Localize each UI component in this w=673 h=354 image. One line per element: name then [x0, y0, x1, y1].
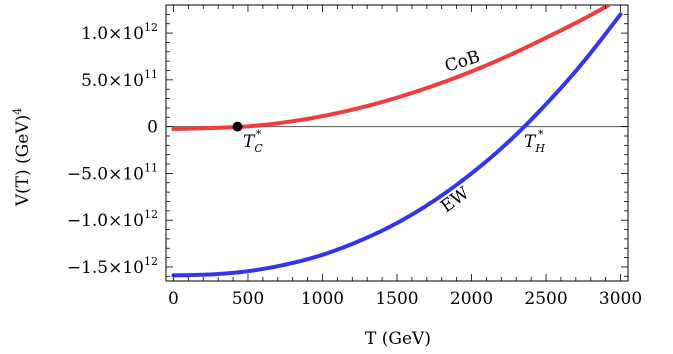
y-tick-mantissa: −5.0×10: [67, 164, 144, 184]
y-tick-mantissa: 0: [147, 118, 158, 138]
x-axis-label: T (GeV): [365, 329, 431, 349]
point-label-tc-superscript: *: [256, 128, 262, 141]
x-tick-label: 2500: [524, 289, 567, 309]
y-tick-label: −1.5×1012: [67, 255, 158, 278]
series-label-cob: CoB: [442, 47, 482, 77]
y-tick-mantissa: −1.0×10: [67, 211, 144, 231]
series-line-cob: [171, 5, 613, 131]
series-label-ew: EW: [437, 183, 473, 217]
y-tick-label: 5.0×1011: [81, 68, 158, 91]
y-tick-mantissa: 5.0×10: [81, 71, 144, 91]
plot-frame: [165, 4, 629, 282]
x-tick-label: 1500: [375, 289, 418, 309]
y-tick-mantissa: −1.5×10: [67, 258, 144, 278]
series-line-ew: [171, 12, 623, 278]
point-label-th-superscript: *: [538, 128, 544, 141]
point-label-th-symbol: T: [524, 132, 537, 152]
y-tick-mantissa: 1.0×10: [81, 24, 144, 44]
point-label-tc-symbol: T: [243, 132, 256, 152]
y-tick-label: 0: [147, 118, 158, 138]
y-tick-exponent: 12: [144, 255, 158, 268]
x-tick-label: 3000: [599, 289, 642, 309]
y-tick-exponent: 12: [144, 208, 158, 221]
y-tick-label: −1.0×1012: [67, 208, 158, 231]
y-tick-label: −5.0×1011: [67, 161, 158, 184]
y-tick-exponent: 11: [144, 68, 158, 81]
point-label-th-subscript: H: [534, 142, 545, 155]
x-tick-label: 2000: [450, 289, 493, 309]
critical-point-marker: [232, 121, 243, 132]
x-tick-label: 1000: [301, 289, 344, 309]
y-axis-label: V(T) (GeV)4: [11, 108, 33, 207]
y-tick-label: 1.0×1012: [81, 21, 158, 44]
point-label-tc-subscript: C: [254, 142, 263, 155]
y-axis-label-exponent: 4: [11, 108, 24, 115]
x-tick-label: 0: [168, 289, 179, 309]
y-tick-exponent: 11: [144, 161, 158, 174]
x-tick-label: 500: [232, 289, 264, 309]
y-tick-exponent: 12: [144, 21, 158, 34]
point-label-th: TH*: [524, 128, 545, 155]
y-axis-label-text: V(T) (GeV): [13, 115, 33, 207]
point-label-tc: TC*: [243, 128, 263, 155]
